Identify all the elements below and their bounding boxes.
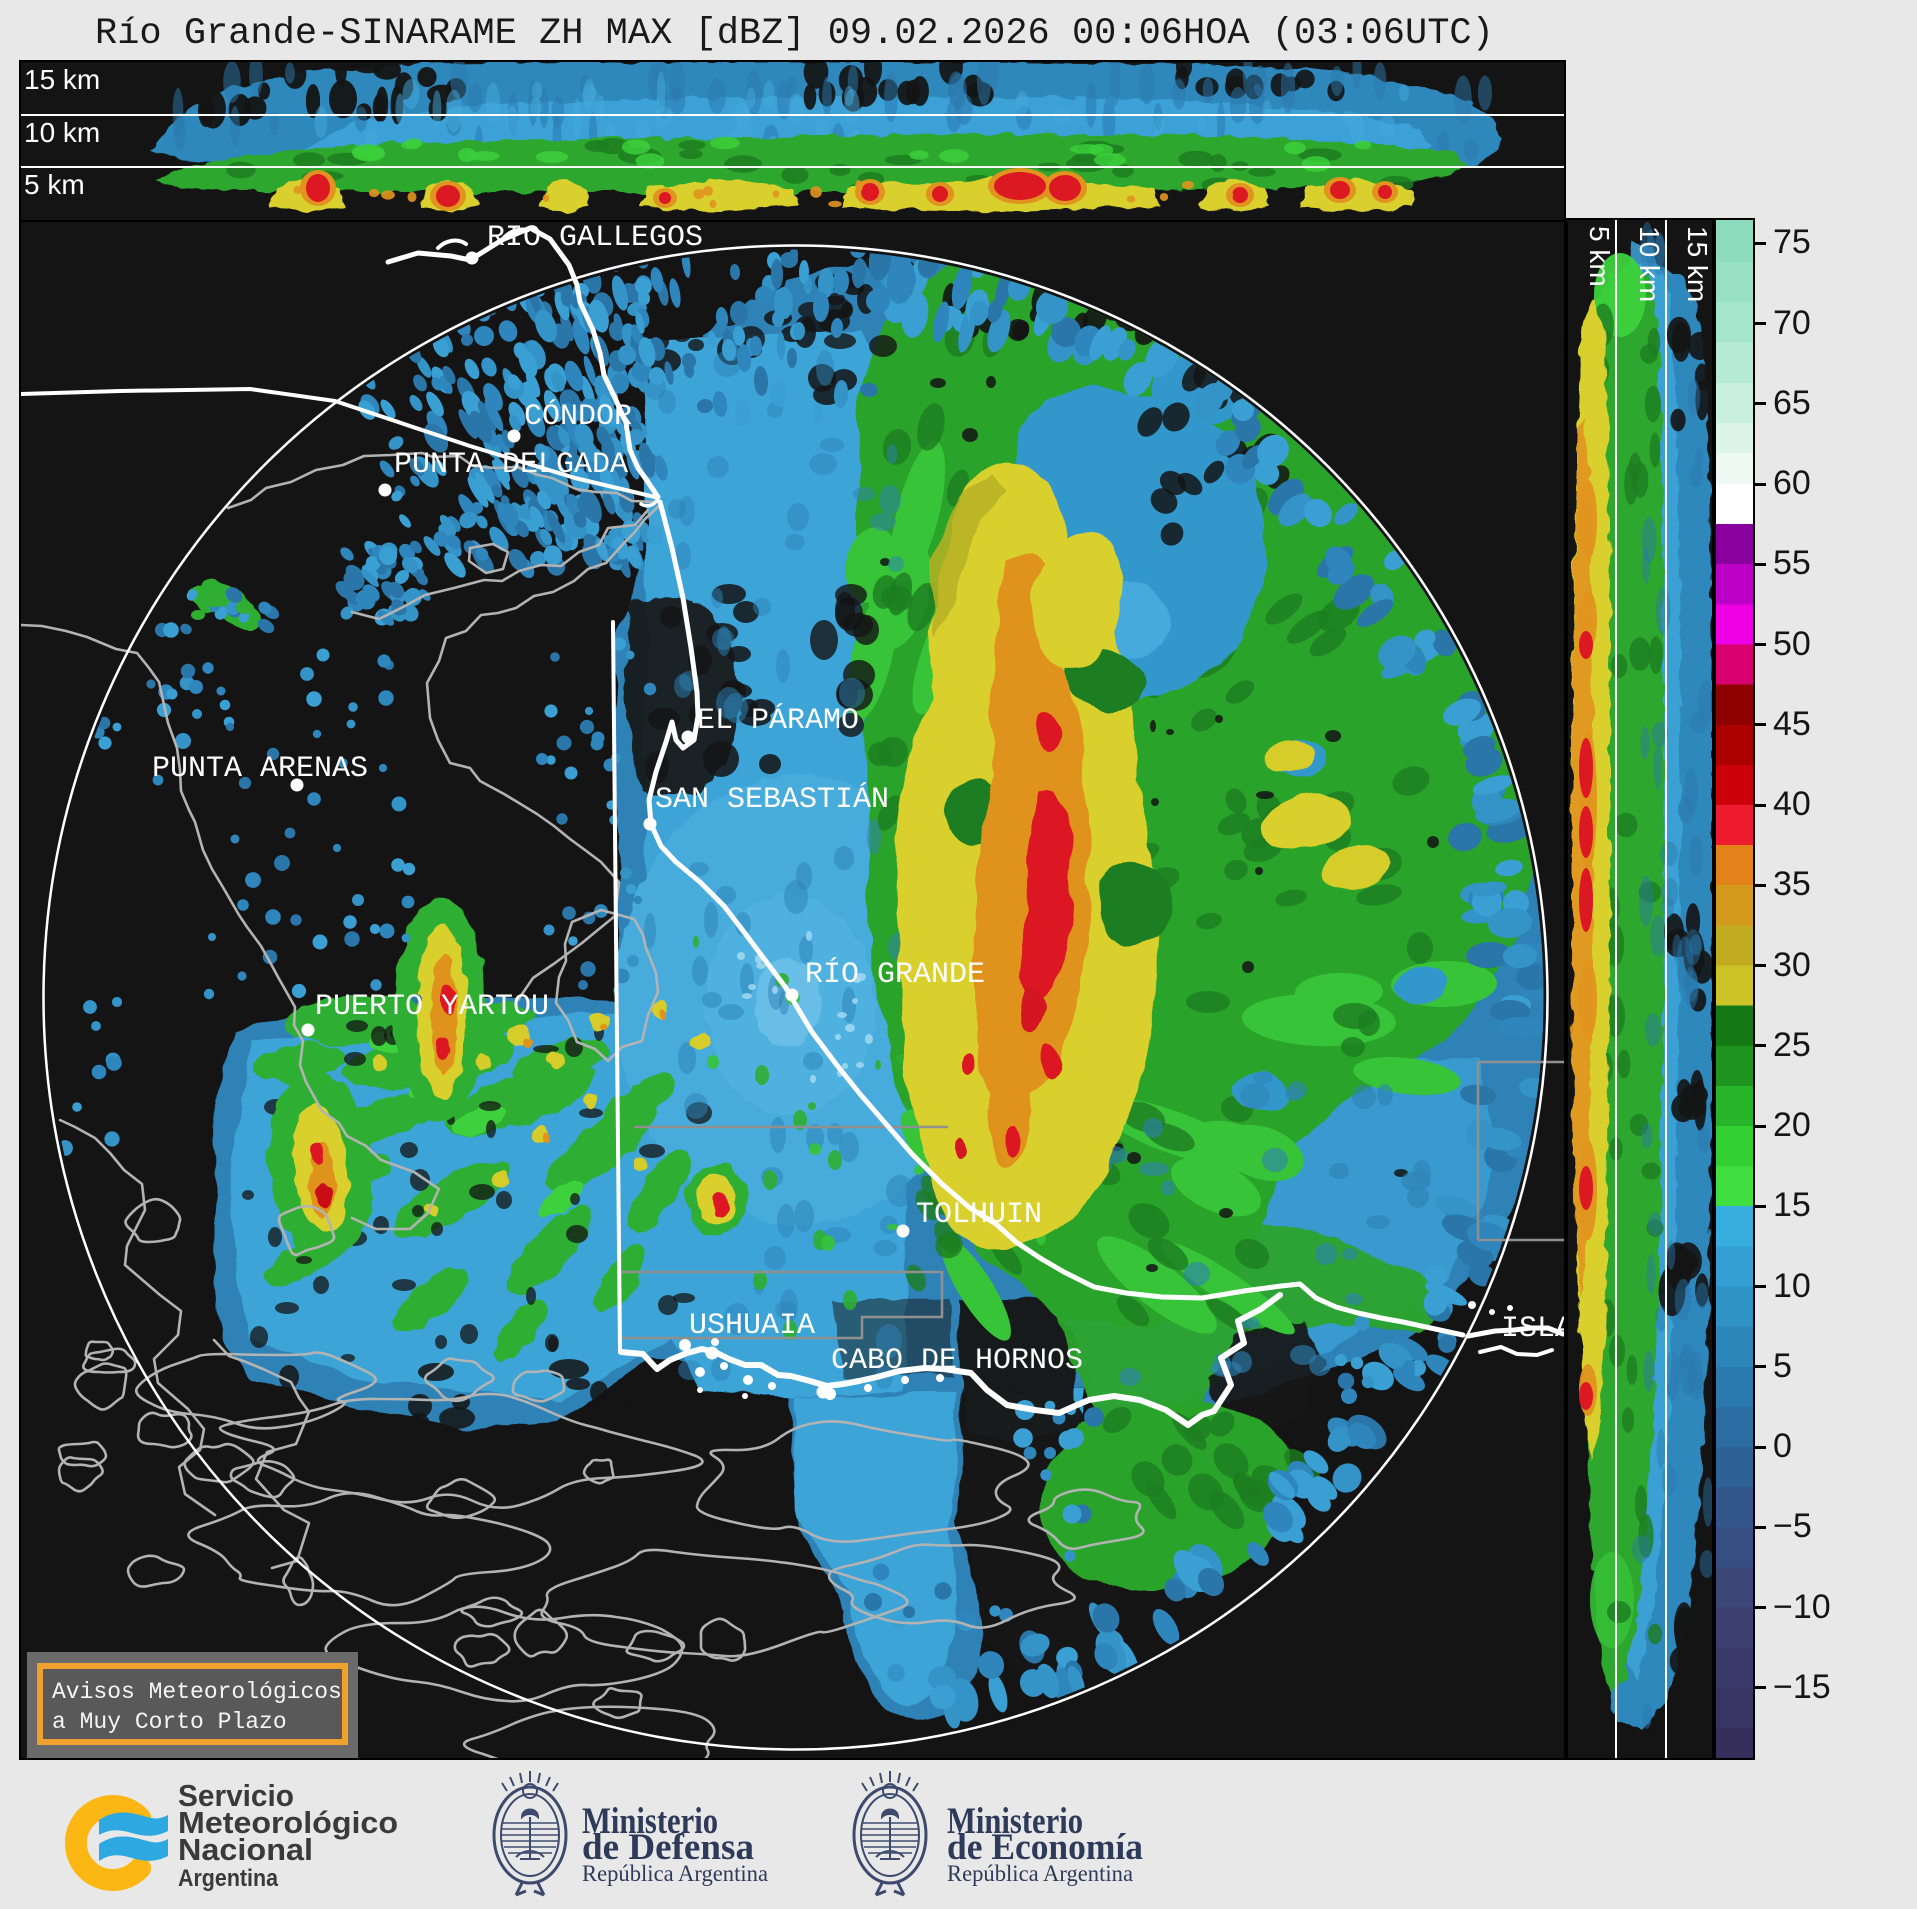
svg-text:de Economía: de Economía: [947, 1827, 1143, 1868]
svg-text:Ministerio: Ministerio: [582, 1801, 718, 1842]
svg-text:5 km: 5 km: [24, 169, 85, 200]
svg-text:15 km: 15 km: [1682, 226, 1712, 302]
svg-text:PUERTO YARTOU: PUERTO YARTOU: [315, 990, 549, 1024]
svg-text:RÍO GRANDE: RÍO GRANDE: [805, 957, 985, 992]
svg-text:USHUAIA: USHUAIA: [689, 1309, 815, 1343]
svg-text:CABO DE HORNOS: CABO DE HORNOS: [831, 1344, 1083, 1378]
svg-text:PUNTA ARENAS: PUNTA ARENAS: [152, 752, 368, 786]
svg-text:República Argentina: República Argentina: [947, 1861, 1133, 1886]
svg-text:República Argentina: República Argentina: [582, 1861, 768, 1886]
svg-text:10 km: 10 km: [24, 117, 100, 148]
svg-text:Nacional: Nacional: [178, 1832, 313, 1867]
svg-text:SAN SEBASTIÁN: SAN SEBASTIÁN: [655, 782, 889, 817]
svg-text:5 km: 5 km: [1584, 226, 1615, 287]
svg-text:TOLHUIN: TOLHUIN: [916, 1198, 1042, 1232]
svg-text:Servicio: Servicio: [178, 1778, 294, 1813]
svg-text:15 km: 15 km: [24, 64, 100, 95]
svg-text:RIO GALLEGOS: RIO GALLEGOS: [487, 222, 703, 255]
svg-text:Ministerio: Ministerio: [947, 1801, 1083, 1842]
svg-text:PUNTA DELGADA: PUNTA DELGADA: [394, 448, 628, 482]
svg-text:Meteorológico: Meteorológico: [178, 1805, 398, 1840]
svg-text:EL PÁRAMO: EL PÁRAMO: [697, 703, 859, 738]
svg-text:Argentina: Argentina: [178, 1865, 279, 1892]
svg-text:Avisos Meteorológicos: Avisos Meteorológicos: [52, 1679, 342, 1705]
svg-text:de Defensa: de Defensa: [582, 1827, 754, 1868]
svg-text:10 km: 10 km: [1634, 226, 1665, 302]
svg-text:a Muy Corto Plazo: a Muy Corto Plazo: [52, 1709, 287, 1735]
svg-text:CÓNDOR: CÓNDOR: [524, 399, 632, 434]
